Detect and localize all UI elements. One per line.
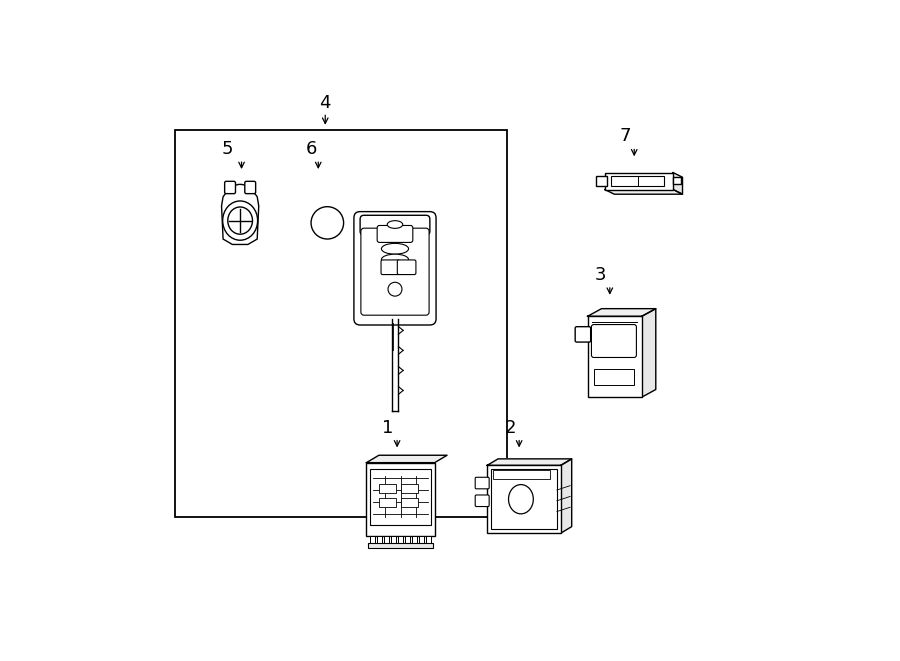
Bar [611, 176, 664, 186]
Bar [596, 176, 607, 186]
Text: 4: 4 [320, 95, 331, 112]
Polygon shape [642, 309, 656, 397]
Bar [673, 177, 681, 184]
Bar [400, 498, 418, 507]
Bar [370, 469, 431, 525]
Bar [368, 543, 433, 548]
Bar [384, 536, 390, 545]
FancyBboxPatch shape [354, 212, 436, 325]
Text: 3: 3 [595, 266, 607, 284]
FancyBboxPatch shape [377, 225, 413, 243]
Bar [370, 536, 375, 545]
FancyBboxPatch shape [475, 495, 490, 506]
Bar [400, 484, 418, 493]
Bar [605, 173, 673, 190]
FancyBboxPatch shape [361, 228, 429, 315]
Bar [412, 536, 418, 545]
Bar [487, 465, 561, 533]
Ellipse shape [388, 282, 402, 296]
Bar [176, 130, 507, 517]
Bar [391, 536, 396, 545]
Polygon shape [673, 173, 682, 194]
Bar [379, 498, 396, 507]
Polygon shape [487, 459, 572, 465]
Bar [405, 536, 410, 545]
Ellipse shape [311, 207, 344, 239]
Ellipse shape [508, 485, 534, 514]
FancyBboxPatch shape [381, 260, 400, 274]
Bar [491, 469, 557, 529]
FancyBboxPatch shape [591, 325, 636, 358]
Polygon shape [605, 190, 682, 194]
Bar [379, 484, 396, 493]
Text: 6: 6 [306, 140, 317, 158]
Polygon shape [221, 184, 258, 245]
Bar [398, 536, 403, 545]
Bar [588, 316, 642, 397]
Polygon shape [366, 455, 447, 463]
Bar [366, 463, 435, 536]
Ellipse shape [222, 201, 257, 240]
FancyBboxPatch shape [245, 181, 256, 194]
Polygon shape [561, 459, 572, 533]
Ellipse shape [228, 207, 253, 234]
Text: 2: 2 [504, 418, 516, 437]
Text: 7: 7 [619, 128, 631, 145]
FancyBboxPatch shape [575, 327, 590, 342]
FancyBboxPatch shape [225, 181, 236, 194]
Polygon shape [588, 309, 656, 316]
Bar [493, 470, 550, 479]
Bar [594, 369, 634, 385]
Bar [426, 536, 431, 545]
Bar [377, 536, 382, 545]
Ellipse shape [382, 254, 409, 265]
Text: 1: 1 [382, 418, 393, 437]
Ellipse shape [387, 221, 402, 228]
Text: 5: 5 [221, 140, 233, 158]
Bar [418, 536, 424, 545]
FancyBboxPatch shape [475, 477, 490, 489]
Ellipse shape [382, 243, 409, 254]
FancyBboxPatch shape [397, 260, 416, 274]
FancyBboxPatch shape [360, 215, 430, 235]
